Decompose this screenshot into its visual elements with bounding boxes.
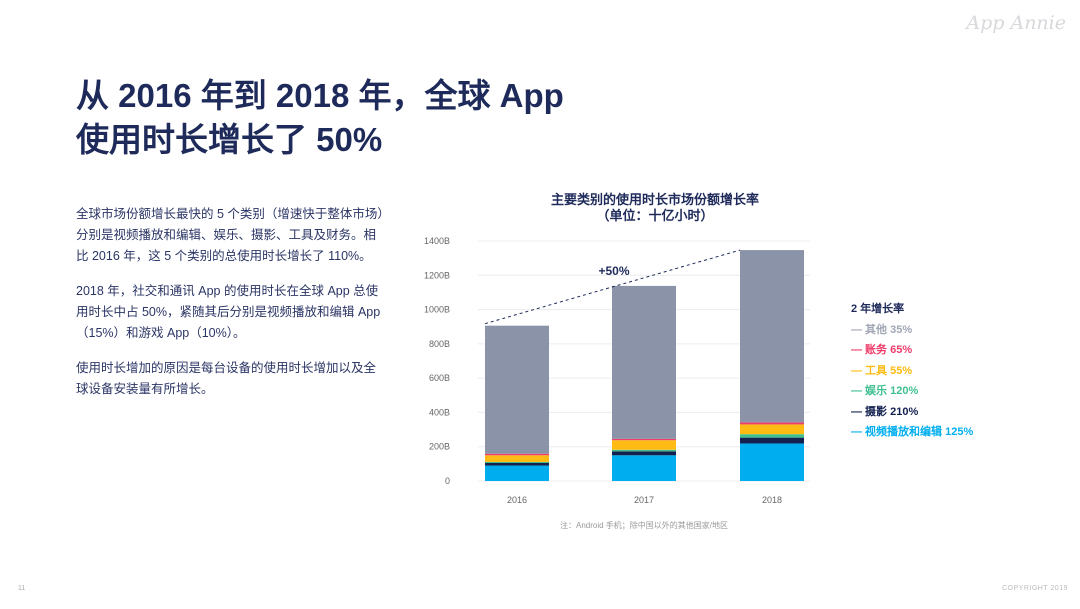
paragraph: 2018 年，社交和通讯 App 的使用时长在全球 App 总使用时长中占 50…: [76, 284, 381, 340]
y-tick-label: 800B: [429, 339, 450, 349]
y-tick-label: 200B: [429, 442, 450, 452]
bar-segment-2018: [740, 434, 804, 438]
bar-segment-2018: [740, 437, 804, 444]
legend: 2 年增长率 — 其他 35% — 账务 65% — 工具 55% — 娱乐 120%…: [851, 301, 973, 438]
bar-segment-2016: [485, 461, 549, 463]
page-number: 11: [18, 585, 26, 592]
y-tick-label: 1200B: [424, 270, 450, 280]
y-tick-label: 1400B: [424, 236, 450, 246]
legend-item: — 工具 55%: [851, 364, 913, 377]
x-tick-label: 2017: [634, 495, 654, 505]
bar-segment-2017: [612, 455, 676, 481]
footnote: 注：Android 手机；除中国以外的其他国家/地区: [560, 521, 729, 530]
x-tick-label: 2018: [762, 495, 782, 505]
chart-title-main: 主要类别的使用时长市场份额增长率: [550, 192, 759, 207]
x-tick-label: 2016: [507, 495, 527, 505]
bar-segment-2018: [740, 250, 804, 423]
body-text: 全球市场份额增长最快的 5 个类别（增速快于整体市场）分别是视频播放和编辑、娱乐…: [76, 204, 386, 414]
legend-title: 2 年增长率: [851, 303, 905, 315]
bar-segment-2018: [740, 424, 804, 435]
page-title: 从 2016 年到 2018 年，全球 App 使用时长增长了 50%: [76, 74, 564, 162]
bar-segment-2018: [740, 422, 804, 425]
title-line-1: 从 2016 年到 2018 年，全球 App: [76, 77, 564, 114]
trend-dashed-line: [484, 249, 741, 325]
bar-segment-2016: [485, 463, 549, 466]
bar-segment-2016: [485, 325, 549, 454]
y-tick-label: 1000B: [424, 305, 450, 315]
legend-item: — 其他 35%: [851, 323, 913, 336]
legend-item: — 摄影 210%: [851, 405, 919, 418]
chart-title: 主要类别的使用时长市场份额增长率 （单位：十亿小时）: [470, 192, 840, 224]
bar-segment-2017: [612, 285, 676, 439]
app-annie-logo: App Annie: [966, 12, 1066, 34]
y-tick-label: 600B: [429, 373, 450, 383]
chart-subtitle: （单位：十亿小时）: [596, 208, 714, 223]
legend-item: — 娱乐 120%: [851, 385, 919, 397]
bar-segment-2016: [485, 465, 549, 481]
bar-segment-2017: [612, 449, 676, 452]
bar-segment-2018: [740, 443, 804, 481]
y-tick-label: 0: [445, 476, 450, 486]
bar-segment-2017: [612, 438, 676, 441]
legend-item: — 视频播放和编辑 125%: [851, 426, 974, 438]
bar-segment-2016: [485, 455, 549, 462]
title-line-2: 使用时长增长了 50%: [76, 121, 383, 158]
growth-annotation: +50%: [598, 264, 629, 278]
copyright: COPYRIGHT 2019: [1001, 585, 1068, 592]
paragraph: 使用时长增加的原因是每台设备的使用时长增加以及全球设备安装量有所增长。: [76, 361, 377, 396]
legend-item: — 账务 65%: [851, 344, 913, 356]
bar-segment-2017: [612, 440, 676, 450]
bar-segment-2017: [612, 451, 676, 456]
bar-segment-2016: [485, 453, 549, 456]
paragraph: 全球市场份额增长最快的 5 个类别（增速快于整体市场）分别是视频播放和编辑、娱乐…: [76, 207, 384, 263]
y-tick-label: 400B: [429, 407, 450, 417]
